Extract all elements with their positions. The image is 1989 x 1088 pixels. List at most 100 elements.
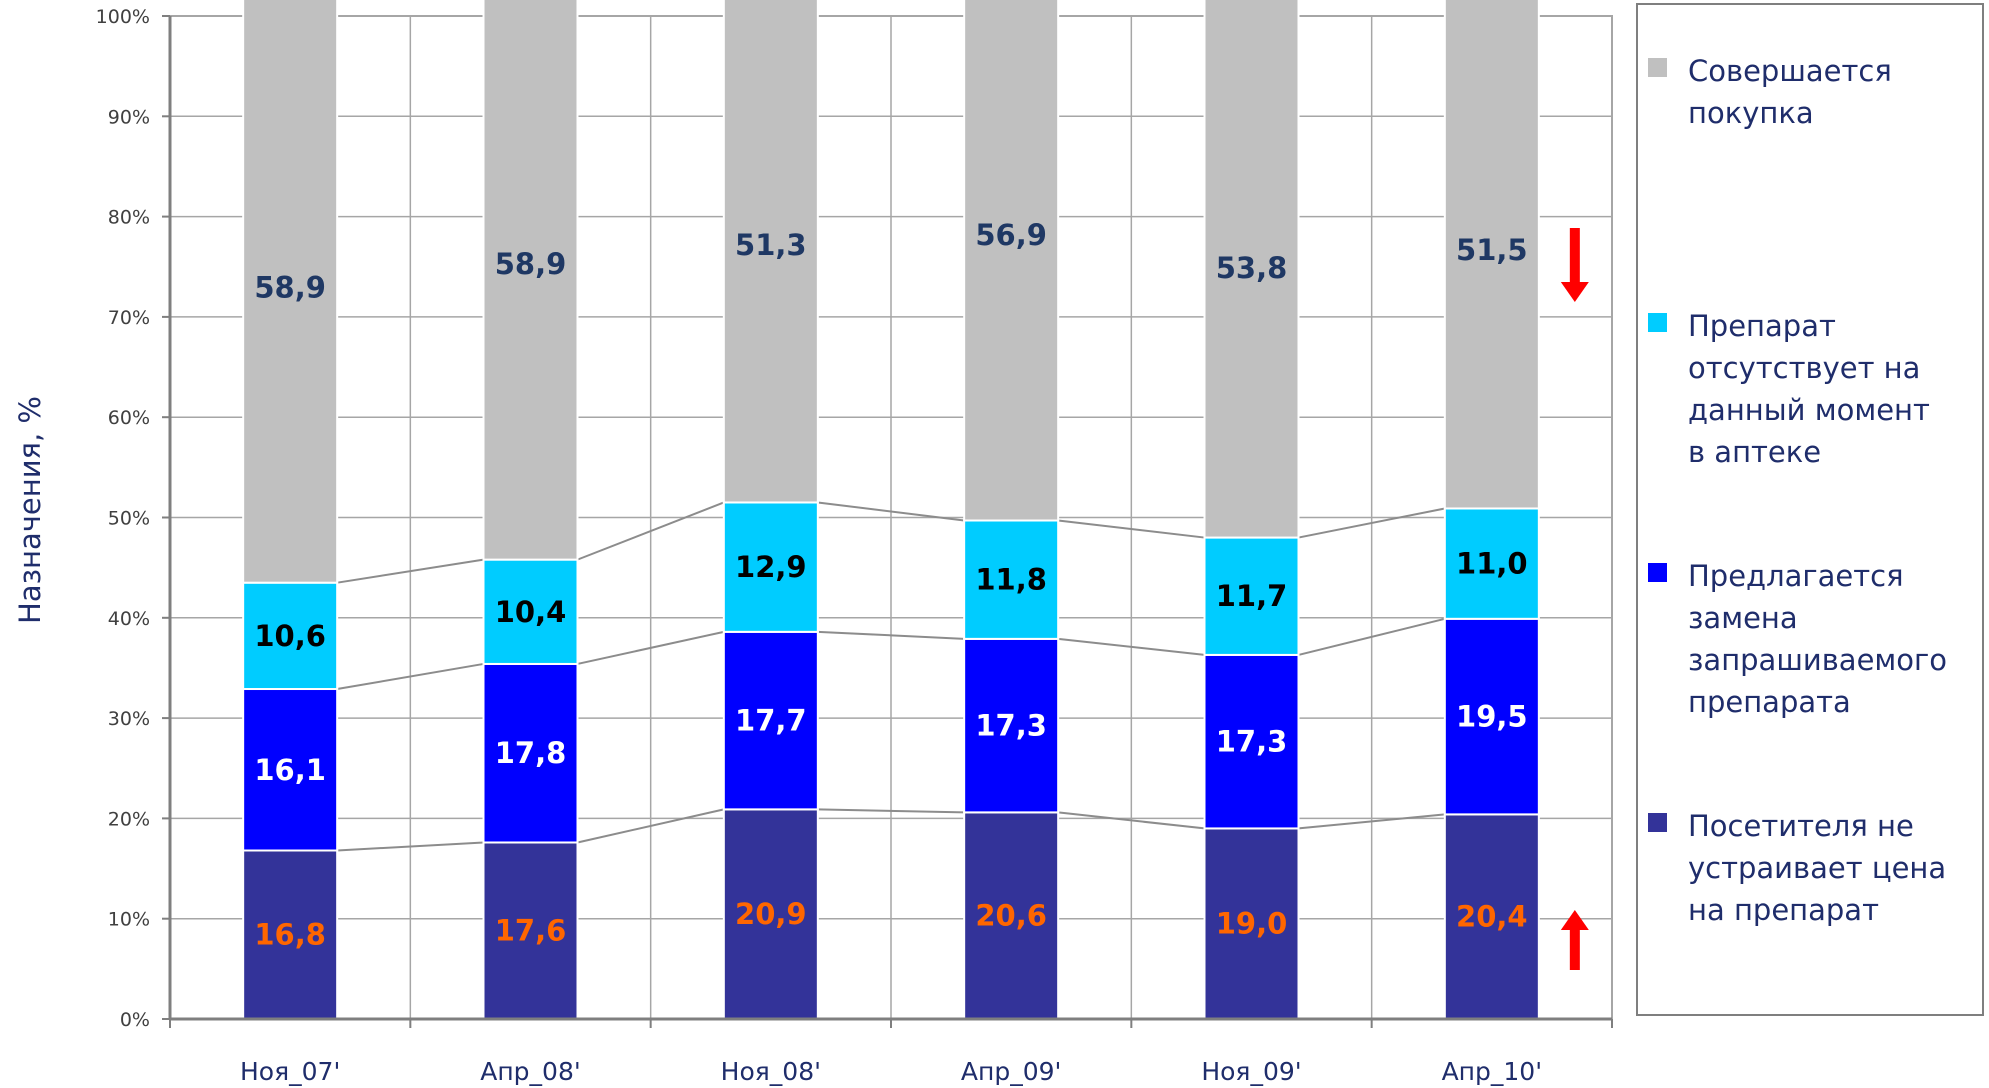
legend-label: Препарат отсутствует на данный момент в апт… — [1688, 305, 1983, 473]
legend-label-line: замена — [1688, 601, 1798, 635]
series-connector — [1058, 637, 1205, 656]
data-label: 20,6 — [975, 899, 1047, 933]
legend-label: Совершается покупка — [1688, 50, 1983, 134]
data-label: 11,0 — [1456, 547, 1528, 581]
bar-segment — [963, 811, 1060, 1021]
x-tick-label: Ноя_08' — [721, 1057, 821, 1086]
legend-label-line: отсутствует на — [1688, 351, 1921, 385]
y-tick-label: 100% — [96, 6, 150, 28]
data-label: 58,9 — [254, 270, 326, 304]
legend-label-line: Совершается — [1688, 54, 1892, 88]
legend: Совершается покупка Препарат отсутствует на… — [1636, 3, 1984, 1016]
bar-segment — [963, 637, 1060, 814]
y-tick-label: 20% — [108, 808, 150, 830]
bar-segment — [1203, 827, 1300, 1020]
legend-label-line: на препарат — [1688, 893, 1879, 927]
series-connector — [1058, 811, 1205, 830]
legend-label-line: в аптеке — [1688, 435, 1822, 469]
legend-label-line: препарата — [1688, 685, 1851, 719]
legend-swatch — [1648, 313, 1667, 332]
up-arrow-icon — [1560, 910, 1589, 970]
x-tick-label: Апр_09' — [961, 1057, 1062, 1086]
data-labels: 16,8 17,6 20,9 20,6 19,0 20,4 16,1 17,8 17,7 17,3… — [254, 218, 1527, 952]
x-tick-label: Ноя_07' — [240, 1057, 340, 1086]
series-connector-lines — [336, 501, 1446, 852]
bar-segment — [242, 581, 339, 691]
data-label: 16,8 — [254, 918, 326, 952]
x-tick-label: Апр_08' — [480, 1057, 581, 1086]
data-label: 10,6 — [254, 619, 326, 653]
y-tick-label: 90% — [108, 106, 150, 128]
data-label: 19,5 — [1456, 700, 1528, 734]
data-label: 17,8 — [495, 736, 567, 770]
legend-label-line: Препарат — [1688, 309, 1836, 343]
bar-segment — [963, 0, 1060, 522]
bar-segment — [1203, 0, 1300, 539]
x-tick-label: Апр_10' — [1442, 1057, 1543, 1086]
legend-label-line: устраивает цена — [1688, 851, 1947, 885]
data-label: 56,9 — [975, 218, 1047, 252]
legend-label-line: Предлагается — [1688, 559, 1904, 593]
data-label: 10,4 — [495, 595, 567, 629]
data-label: 17,3 — [1216, 725, 1288, 759]
series-connector — [337, 558, 484, 584]
legend-label: Посетителя не устраивает цена на препарат — [1688, 805, 1983, 931]
series-connector — [577, 630, 725, 665]
series-connector — [817, 501, 965, 522]
series-connector — [1298, 617, 1446, 656]
y-axis-title: Назначения, % — [13, 396, 47, 624]
y-tick-label: 50% — [108, 508, 150, 530]
series-connector — [1058, 519, 1205, 539]
legend-swatch — [1648, 58, 1667, 77]
series-connector — [577, 501, 725, 561]
legend-label-line: покупка — [1688, 96, 1814, 130]
legend-label-line: данный момент — [1688, 393, 1930, 427]
y-tick-label: 60% — [108, 407, 150, 429]
x-tick-label: Ноя_09' — [1201, 1057, 1301, 1086]
data-label: 19,0 — [1216, 907, 1288, 941]
data-label: 58,9 — [495, 247, 567, 281]
data-label: 51,5 — [1456, 233, 1528, 267]
series-connector — [577, 808, 725, 844]
legend-label: Предлагается замена запрашиваемого препарат… — [1688, 555, 1983, 723]
bar-segment — [722, 630, 819, 811]
data-label: 17,7 — [735, 704, 807, 738]
data-label: 53,8 — [1216, 251, 1288, 285]
data-label: 51,3 — [735, 228, 807, 262]
data-label: 17,3 — [975, 709, 1047, 743]
series-connector — [336, 662, 484, 690]
arrow-shaft — [1569, 928, 1580, 970]
data-label: 17,6 — [495, 914, 567, 948]
arrow-shaft — [1569, 228, 1580, 284]
bars — [242, 0, 1540, 1021]
legend-label-line: запрашиваемого — [1688, 643, 1948, 677]
legend-label-line: Посетителя не — [1688, 809, 1914, 843]
bar-segment — [482, 0, 579, 561]
bar-segment — [1443, 813, 1540, 1020]
arrows — [1560, 228, 1589, 970]
legend-swatch — [1648, 813, 1667, 832]
bar-segment — [242, 0, 339, 584]
y-tick-label: 80% — [108, 207, 150, 229]
bar-segment — [242, 849, 339, 1020]
data-label: 20,9 — [735, 897, 807, 931]
arrow-head — [1560, 282, 1589, 302]
data-label: 20,4 — [1456, 900, 1528, 934]
down-arrow-icon — [1560, 228, 1589, 302]
bar-segment — [1443, 0, 1540, 510]
data-label: 11,8 — [975, 563, 1047, 597]
series-connector — [817, 808, 965, 814]
axes: 0% 10% 20% 30% 40% 50% 60% 70% 80% 90% 100% Ноя_07'… — [96, 6, 1613, 1086]
y-tick-label: 10% — [108, 909, 150, 931]
y-tick-label: 30% — [108, 708, 150, 730]
series-connector — [1298, 813, 1445, 830]
y-tick-label: 70% — [108, 307, 150, 329]
data-label: 16,1 — [254, 753, 326, 787]
bar-segment — [482, 841, 579, 1020]
legend-swatch — [1648, 563, 1667, 582]
bar-segment — [963, 519, 1060, 640]
data-label: 12,9 — [735, 550, 807, 584]
data-label: 11,7 — [1216, 579, 1288, 613]
series-connector — [337, 841, 484, 852]
